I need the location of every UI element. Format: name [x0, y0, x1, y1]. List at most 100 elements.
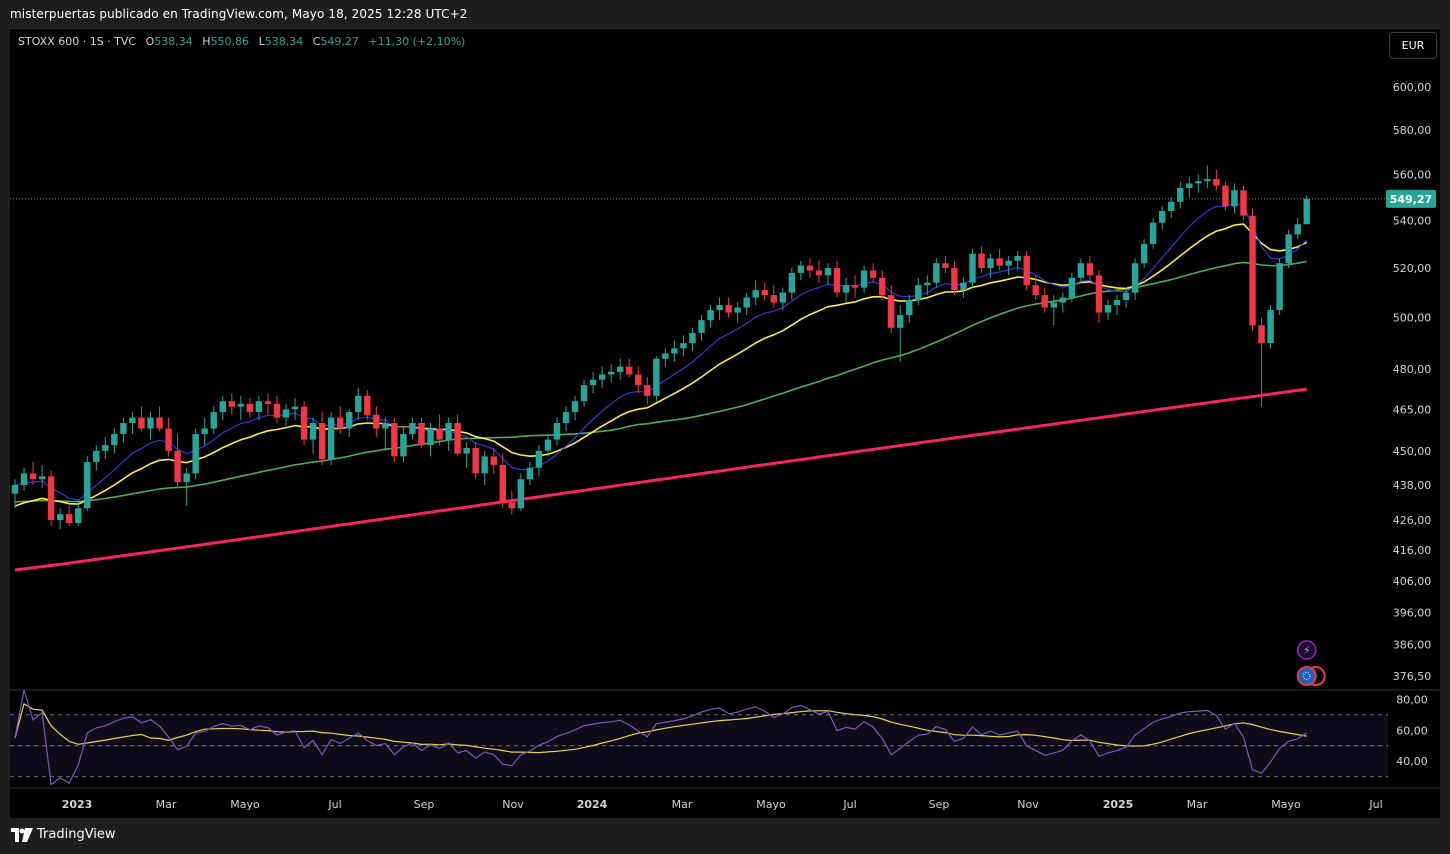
- candle-down: [942, 263, 949, 269]
- rsi-ma-line: [14, 702, 1307, 754]
- ma200-line: [14, 387, 1307, 572]
- time-axis-label: Mar: [1187, 798, 1208, 811]
- candle-down: [1222, 185, 1229, 207]
- candle-up: [409, 423, 416, 435]
- candle-up: [1149, 222, 1157, 244]
- candle-down: [815, 270, 823, 276]
- candle-up: [463, 447, 470, 454]
- candle-down: [29, 473, 37, 480]
- candle-up: [680, 343, 687, 349]
- time-axis-label: Mayo: [756, 798, 786, 811]
- candle-down: [1258, 325, 1265, 344]
- price-axis-label: 426,00: [1393, 514, 1432, 527]
- candle-up: [689, 332, 696, 344]
- candle-down: [770, 295, 777, 303]
- candle-up: [255, 401, 263, 413]
- price-chart[interactable]: 600,00 580,00 560,00 540,00 520,00 500,00 480,…: [10, 28, 1440, 818]
- candle-up: [1113, 300, 1121, 306]
- tradingview-icon: [11, 827, 33, 842]
- candle-up: [355, 395, 362, 413]
- flash-event-glyph: ⚡: [1303, 644, 1311, 657]
- candle-up: [445, 423, 452, 440]
- candle-up: [1158, 211, 1166, 223]
- high-label: H: [202, 35, 211, 48]
- candle-down: [644, 385, 651, 396]
- candle-up: [544, 439, 552, 451]
- candle-up: [589, 379, 597, 386]
- candle-up: [924, 282, 931, 286]
- candle-up: [282, 409, 290, 418]
- candle-down: [761, 290, 768, 296]
- candle-up: [969, 253, 976, 283]
- price-axis-label: 500,00: [1393, 312, 1432, 325]
- candle-up: [1077, 263, 1085, 278]
- candle-up: [11, 484, 19, 494]
- low-label: L: [258, 35, 265, 48]
- time-axis-label: Nov: [1017, 798, 1039, 811]
- dividend-event-glyph: [1302, 672, 1311, 680]
- candle-up: [1068, 277, 1076, 298]
- candle-up: [93, 450, 100, 463]
- candle-up: [580, 385, 588, 402]
- candle-up: [716, 305, 723, 311]
- time-axis-label: Sep: [929, 798, 950, 811]
- price-axis-label: 560,00: [1393, 168, 1432, 181]
- chart-area[interactable]: [10, 28, 1440, 819]
- candle-up: [906, 300, 913, 316]
- candle-down: [228, 401, 235, 407]
- low-value: 538,34: [264, 35, 304, 48]
- tradingview-logo[interactable]: TradingView: [11, 827, 116, 842]
- symbol-name[interactable]: STOXX 600 · 1S · TVC: [18, 35, 137, 48]
- candle-down: [391, 423, 398, 457]
- candle-down: [869, 270, 877, 278]
- time-axis-label: 2023: [62, 798, 93, 811]
- candle-up: [38, 476, 46, 480]
- ma50-line: [14, 260, 1307, 503]
- price-axis-label: 480,00: [1393, 363, 1432, 376]
- price-axis-label: 396,00: [1393, 606, 1432, 619]
- candle-up: [617, 366, 624, 372]
- candle-up: [1231, 190, 1238, 207]
- candle-up: [1294, 224, 1301, 235]
- candle-down: [1240, 190, 1247, 216]
- candle-up: [1005, 260, 1012, 266]
- candle-up: [102, 445, 109, 451]
- candle-up: [20, 473, 28, 485]
- candle-down: [806, 265, 814, 271]
- candle-up: [671, 348, 678, 354]
- candle-up: [210, 412, 217, 429]
- price-axis-label: 520,00: [1393, 262, 1432, 275]
- candle-up: [571, 401, 579, 413]
- time-axis-label: 2025: [1103, 798, 1134, 811]
- candle-up: [346, 412, 353, 429]
- candle-up: [842, 285, 850, 293]
- candle-up: [752, 290, 759, 298]
- candle-up: [1050, 302, 1057, 308]
- candle-down: [138, 417, 145, 429]
- price-axis-label: 600,00: [1393, 81, 1432, 94]
- candle-down: [508, 502, 516, 509]
- candle-up: [1104, 305, 1112, 313]
- change-value: +11,30 (+2,10%): [368, 35, 466, 48]
- candle-down: [1095, 275, 1103, 313]
- rsi-axis-label: 60,00: [1396, 724, 1428, 737]
- candle-up: [707, 310, 714, 321]
- candle-down: [436, 428, 443, 440]
- candle-up: [607, 371, 615, 375]
- candle-down: [156, 417, 163, 429]
- time-axis-label: Nov: [502, 798, 524, 811]
- candle-up: [653, 358, 660, 396]
- ema10-line: [14, 202, 1308, 501]
- price-axis-label: 450,00: [1393, 445, 1432, 458]
- footer: [0, 818, 1450, 854]
- candle-up: [327, 417, 335, 460]
- candle-down: [1086, 263, 1094, 276]
- candle-up: [111, 434, 118, 446]
- last-price-badge-text: 549,27: [1390, 193, 1432, 206]
- candle-up: [1014, 255, 1021, 261]
- candle-down: [626, 366, 633, 375]
- currency-button[interactable]: EUR: [1389, 32, 1437, 59]
- price-axis-label: 438,00: [1393, 479, 1432, 492]
- publish-info: misterpuertas publicado en TradingView.c…: [10, 7, 468, 21]
- candle-down: [1249, 215, 1256, 326]
